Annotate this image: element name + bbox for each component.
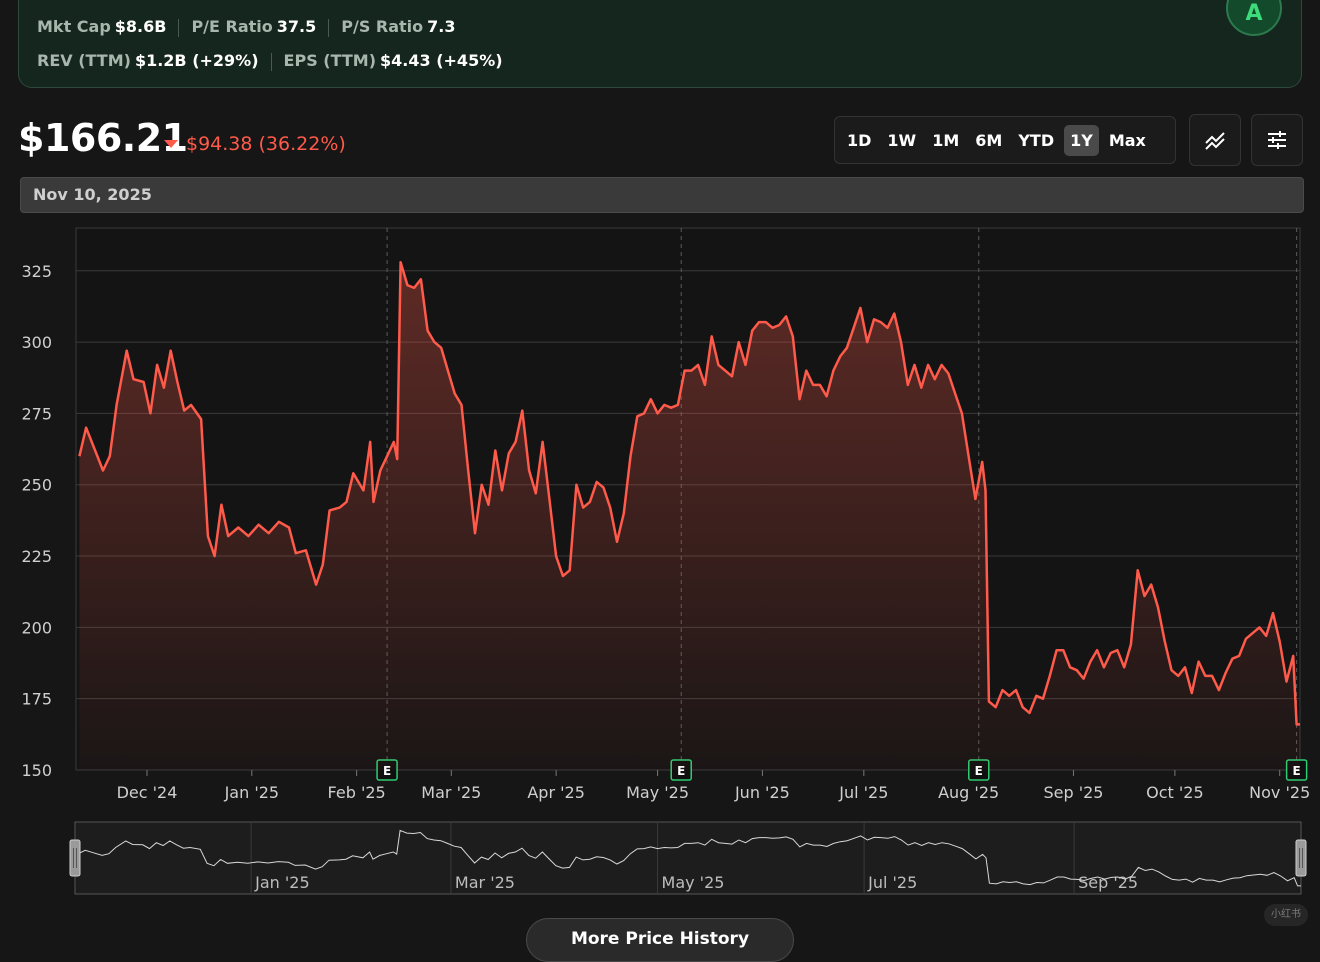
y-tick-label: 325 [21, 262, 52, 281]
metric-revenue: REV (TTM) $1.2B (+29%) [37, 51, 259, 70]
metric-ps-ratio: P/S Ratio 7.3 [341, 17, 456, 36]
range-button-max[interactable]: Max [1108, 130, 1146, 150]
range-button-1d[interactable]: 1D [847, 130, 872, 150]
y-tick-label: 175 [21, 690, 52, 709]
chart-settings-button[interactable] [1251, 114, 1303, 166]
navigator-handle[interactable] [69, 839, 81, 877]
range-button-6m[interactable]: 6M [975, 130, 1003, 150]
x-tick-label: May '25 [626, 783, 689, 802]
metrics-row-1: Mkt Cap $8.6B P/E Ratio 37.5 P/S Ratio 7.3 [37, 17, 468, 37]
down-arrow-icon [164, 140, 178, 148]
navigator [74, 821, 1302, 895]
navigator-tick-label: Jul '25 [867, 873, 917, 892]
earnings-marker-label: E [975, 764, 983, 778]
x-tick-label: Aug '25 [938, 783, 999, 802]
x-tick-label: Dec '24 [117, 783, 178, 802]
x-tick-label: Jul '25 [838, 783, 888, 802]
y-tick-label: 275 [21, 404, 52, 423]
time-range-selector: 1D 1W 1M 6M YTD 1Y Max [834, 116, 1176, 164]
metric-divider [328, 18, 330, 37]
range-button-1m[interactable]: 1M [932, 130, 960, 150]
x-tick-label: Apr '25 [527, 783, 585, 802]
x-tick-label: Mar '25 [421, 783, 481, 802]
price-change: $94.38 (36.22%) [186, 133, 346, 155]
y-tick-label: 200 [21, 618, 52, 637]
y-tick-label: 300 [21, 333, 52, 352]
x-tick-label: Nov '25 [1249, 783, 1310, 802]
earnings-marker-label: E [677, 764, 685, 778]
navigator-tick-label: Sep '25 [1078, 873, 1138, 892]
navigator-tick-label: Mar '25 [455, 873, 515, 892]
earnings-marker-label: E [383, 764, 391, 778]
metrics-row-2: REV (TTM) $1.2B (+29%) EPS (TTM) $4.43 (+45… [37, 51, 515, 71]
compare-button[interactable] [1189, 114, 1241, 166]
chart-compare-icon [1205, 132, 1225, 150]
x-tick-label: Feb '25 [328, 783, 386, 802]
range-button-1y[interactable]: 1Y [1064, 124, 1099, 156]
price-area [79, 262, 1300, 770]
metric-market-cap: Mkt Cap $8.6B [37, 17, 167, 36]
metric-pe-ratio: P/E Ratio 37.5 [191, 17, 317, 36]
metrics-card: Mkt Cap $8.6B P/E Ratio 37.5 P/S Ratio 7.3 RE… [18, 0, 1302, 88]
metric-divider [270, 52, 272, 71]
navigator-handle[interactable] [1295, 839, 1307, 877]
y-tick-label: 250 [21, 476, 52, 495]
y-tick-label: 225 [21, 547, 52, 566]
metric-divider [178, 18, 180, 37]
range-button-ytd[interactable]: YTD [1018, 130, 1055, 150]
selected-date-bar: Nov 10, 2025 [20, 177, 1304, 213]
x-tick-label: Sep '25 [1043, 783, 1103, 802]
navigator-tick-label: May '25 [662, 873, 725, 892]
more-price-history-button[interactable]: More Price History [526, 918, 794, 962]
current-price: $166.21 [18, 116, 188, 160]
x-tick-label: Jan '25 [224, 783, 280, 802]
y-tick-label: 150 [21, 761, 52, 780]
watermark: 小红书 [1264, 904, 1308, 926]
navigator-tick-label: Jan '25 [254, 873, 310, 892]
earnings-marker-label: E [1293, 764, 1301, 778]
price-chart[interactable]: 150 175 200 225 250 275 300 325 Dec '24 Jan '25 Fe… [0, 0, 1320, 936]
x-tick-label: Jun '25 [734, 783, 790, 802]
price-line [78, 260, 1300, 726]
metric-eps: EPS (TTM) $4.43 (+45%) [283, 51, 503, 70]
navigator-line [78, 829, 1301, 887]
range-button-1w[interactable]: 1W [887, 130, 917, 150]
x-tick-label: Oct '25 [1146, 783, 1204, 802]
sliders-icon [1268, 131, 1286, 149]
